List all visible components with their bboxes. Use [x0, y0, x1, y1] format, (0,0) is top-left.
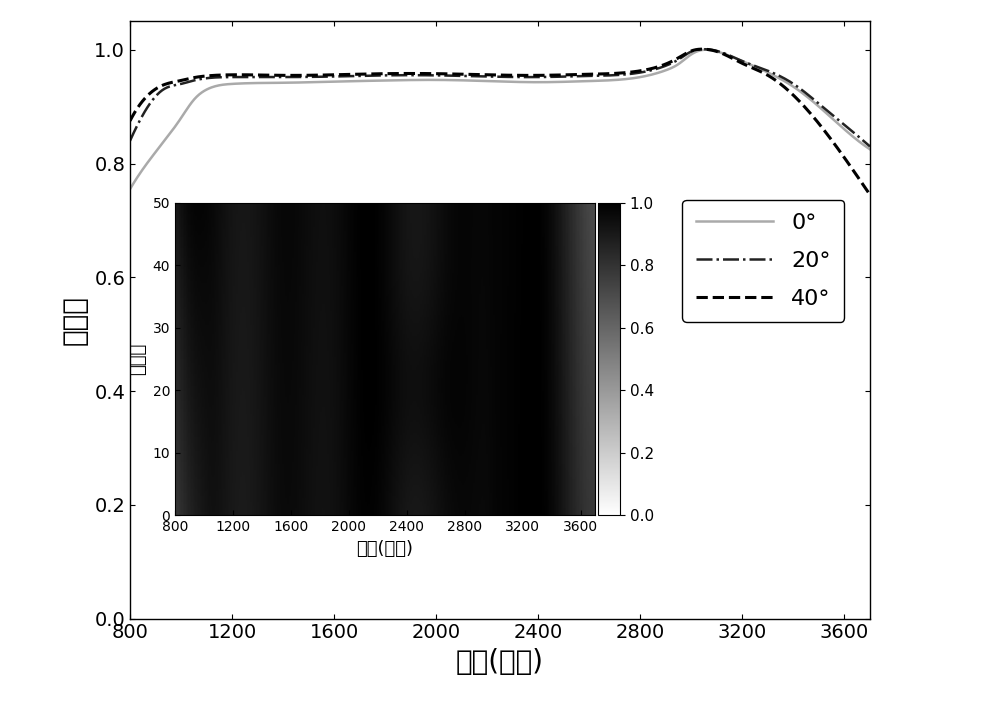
- 0°: [681, 53, 693, 62]
- Line: 40°: 40°: [130, 49, 870, 195]
- 40°: [864, 191, 876, 199]
- 0°: [700, 46, 712, 54]
- 20°: [560, 73, 572, 81]
- 0°: [864, 145, 876, 154]
- X-axis label: 波长(纳米): 波长(纳米): [456, 648, 544, 676]
- 40°: [681, 48, 693, 57]
- 0°: [459, 76, 471, 85]
- 40°: [618, 68, 630, 77]
- 40°: [560, 70, 572, 79]
- 40°: [255, 71, 267, 80]
- 20°: [681, 50, 693, 58]
- 40°: [696, 45, 708, 53]
- Legend: 0°, 20°, 40°: 0°, 20°, 40°: [682, 200, 844, 322]
- X-axis label: 波长(纳米): 波长(纳米): [356, 540, 414, 558]
- 40°: [459, 70, 471, 78]
- 20°: [618, 70, 630, 79]
- 0°: [124, 185, 136, 193]
- 0°: [618, 75, 630, 83]
- 0°: [255, 79, 267, 87]
- 20°: [697, 45, 709, 53]
- 20°: [459, 72, 471, 80]
- Line: 20°: 20°: [130, 49, 870, 146]
- 20°: [314, 73, 326, 81]
- Line: 0°: 0°: [130, 50, 870, 189]
- 20°: [255, 73, 267, 81]
- 0°: [314, 77, 326, 86]
- 0°: [560, 77, 572, 86]
- Y-axis label: 入射角: 入射角: [129, 343, 147, 375]
- 40°: [124, 117, 136, 125]
- 20°: [124, 137, 136, 145]
- 20°: [864, 142, 876, 151]
- Y-axis label: 吸收率: 吸收率: [61, 295, 89, 345]
- 40°: [314, 71, 326, 80]
